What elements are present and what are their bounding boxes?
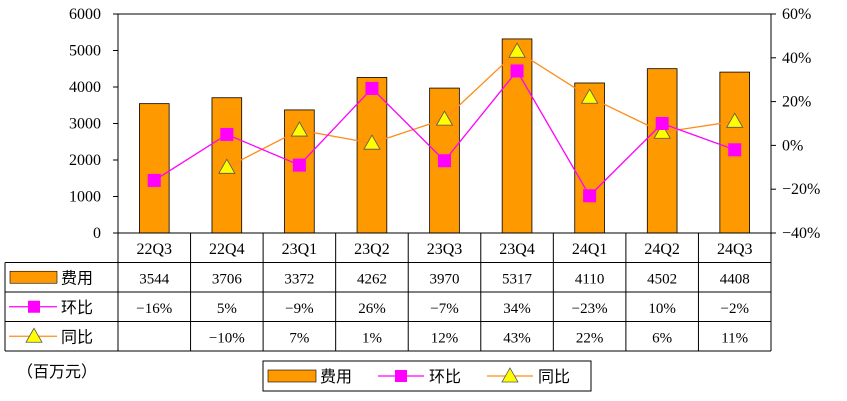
right-tick-label: 20% xyxy=(782,94,811,111)
cell-1-24Q2: 10% xyxy=(648,301,676,317)
cell-0-22Q4: 3706 xyxy=(212,271,243,287)
legend-entry-0: 费用 xyxy=(320,367,352,386)
cell-0-23Q3: 3970 xyxy=(430,271,460,287)
bar-23Q2 xyxy=(356,77,388,234)
cell-1-24Q3: −2% xyxy=(720,301,748,317)
marker-triangle-23Q3 xyxy=(435,110,454,126)
left-tick-label: 0 xyxy=(93,225,101,242)
bar-24Q1 xyxy=(574,82,605,234)
marker-square-24Q3 xyxy=(728,143,742,157)
category-label-23Q4: 23Q4 xyxy=(499,241,535,258)
cell-2-23Q4: 43% xyxy=(503,330,531,346)
category-label-23Q3: 23Q3 xyxy=(427,241,463,258)
cell-1-23Q2: 26% xyxy=(358,301,386,317)
marker-triangle-24Q2 xyxy=(653,123,671,139)
cell-1-23Q1: −9% xyxy=(285,301,313,317)
cell-0-22Q3: 3544 xyxy=(139,271,170,287)
row-key-square-icon xyxy=(28,300,40,313)
marker-square-23Q3 xyxy=(438,154,451,168)
cell-1-24Q1: −23% xyxy=(572,301,608,317)
marker-square-24Q1 xyxy=(583,189,597,203)
cell-1-22Q3: −16% xyxy=(136,301,172,317)
category-label-23Q1: 23Q1 xyxy=(282,241,318,258)
marker-triangle-23Q2 xyxy=(363,134,381,150)
series-line-yoy xyxy=(226,50,735,168)
cell-2-23Q2: 1% xyxy=(362,330,382,346)
left-tick-label: 6000 xyxy=(69,6,101,23)
row-label-2: 同比 xyxy=(61,327,93,346)
left-tick-label: 1000 xyxy=(69,189,101,206)
category-label-22Q3: 22Q3 xyxy=(136,241,172,258)
cell-1-23Q3: −7% xyxy=(430,301,458,317)
right-tick-label: 60% xyxy=(782,6,811,23)
legend-triangle-icon xyxy=(501,367,519,383)
row-key-bar xyxy=(9,270,58,284)
category-label-24Q1: 24Q1 xyxy=(572,241,608,258)
cell-2-24Q1: 22% xyxy=(576,330,604,346)
marker-triangle-22Q4 xyxy=(218,158,236,174)
marker-square-23Q4 xyxy=(510,64,524,78)
right-tick-label: 40% xyxy=(782,50,811,67)
bar-22Q3 xyxy=(139,103,170,234)
cell-2-24Q3: 11% xyxy=(721,330,748,346)
cell-0-24Q2: 4502 xyxy=(647,271,677,287)
cell-0-23Q4: 5317 xyxy=(502,271,533,287)
marker-triangle-24Q3 xyxy=(726,112,744,128)
marker-square-24Q2 xyxy=(655,117,669,130)
marker-triangle-24Q1 xyxy=(580,88,599,104)
marker-square-22Q3 xyxy=(147,173,161,187)
legend-entry-1: 环比 xyxy=(429,367,461,386)
category-label-24Q2: 24Q2 xyxy=(644,241,680,258)
right-tick-label: −20% xyxy=(782,181,820,198)
cell-1-22Q4: 5% xyxy=(217,301,237,317)
marker-triangle-23Q4 xyxy=(508,42,526,58)
cell-2-23Q3: 12% xyxy=(431,330,459,346)
right-tick-label: −40% xyxy=(782,225,820,242)
left-tick-label: 5000 xyxy=(69,43,101,60)
right-tick-label: 0% xyxy=(782,137,803,154)
cell-2-22Q4: −10% xyxy=(209,330,245,346)
cell-0-24Q3: 4408 xyxy=(720,271,750,287)
marker-square-23Q1 xyxy=(292,158,306,172)
marker-triangle-23Q1 xyxy=(290,121,309,137)
left-tick-label: 2000 xyxy=(69,152,101,169)
row-key-triangle-icon xyxy=(25,327,43,343)
unit-label: （百万元） xyxy=(17,362,98,381)
left-tick-label: 3000 xyxy=(69,116,101,133)
cell-0-23Q1: 3372 xyxy=(284,271,314,287)
cell-2-24Q2: 6% xyxy=(652,330,672,346)
bar-24Q2 xyxy=(646,68,678,234)
cell-1-23Q4: 34% xyxy=(503,301,531,317)
marker-square-23Q2 xyxy=(365,81,379,95)
row-label-0: 费用 xyxy=(61,268,93,287)
legend-square-icon xyxy=(395,370,407,382)
category-label-24Q3: 24Q3 xyxy=(717,241,753,258)
cell-0-24Q1: 4110 xyxy=(575,271,604,287)
marker-square-22Q4 xyxy=(220,127,234,141)
cell-0-23Q2: 4262 xyxy=(357,271,387,287)
row-label-1: 环比 xyxy=(61,298,93,317)
legend-bar-key xyxy=(267,369,317,383)
category-label-22Q4: 22Q4 xyxy=(209,241,245,258)
left-tick-label: 4000 xyxy=(69,79,101,96)
cell-2-23Q1: 7% xyxy=(289,330,309,346)
legend-box xyxy=(262,360,592,392)
category-label-23Q2: 23Q2 xyxy=(354,241,390,258)
legend-entry-2: 同比 xyxy=(538,367,570,386)
